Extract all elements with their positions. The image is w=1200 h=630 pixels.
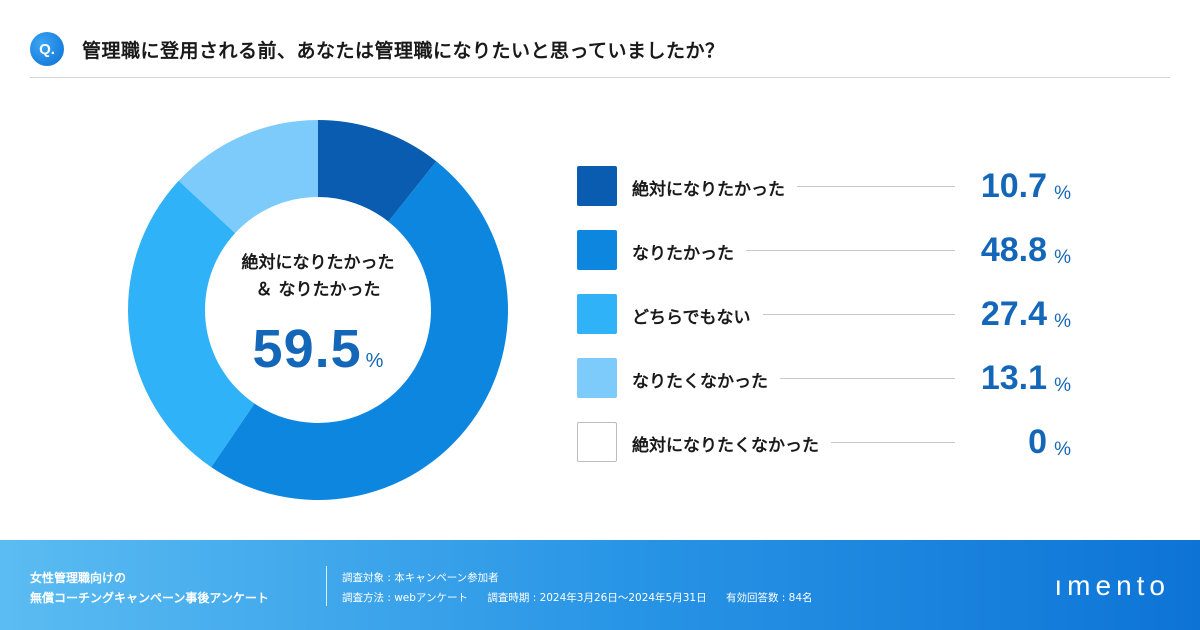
center-value: 59.5% (128, 318, 508, 380)
legend-label-5: 絶対になりたくなかった (632, 431, 831, 456)
donut-svg (128, 120, 508, 500)
legend-label-2: なりたかった (632, 239, 746, 264)
legend-swatch-4 (577, 358, 617, 398)
legend-leader-line (637, 250, 955, 251)
center-value-unit: % (365, 350, 384, 372)
legend-value-3: 27.4 (980, 295, 1047, 333)
footer-divider (326, 566, 327, 606)
legend-label-1: 絶対になりたかった (632, 175, 797, 200)
legend-label-3: どちらでもない (632, 303, 763, 328)
donut-slice-4 (178, 120, 318, 234)
legend-swatch-2 (577, 230, 617, 270)
center-label-line1: 絶対になりたかった (241, 253, 395, 273)
legend-unit-2: % (1054, 247, 1071, 268)
survey-title-line2: 無償コーチングキャンペーン事後アンケート (30, 591, 269, 605)
donut-chart (128, 120, 508, 500)
legend-row-4: なりたくなかった 13.1% (577, 358, 1077, 422)
chart-legend: 絶対になりたかった 10.7% なりたかった 48.8% どちらでもない 27.4% なりた… (577, 166, 1077, 486)
legend-unit-3: % (1054, 311, 1071, 332)
legend-value-4: 13.1 (980, 359, 1047, 397)
mento-logo: ımento (1054, 570, 1170, 601)
survey-target: 調査対象 : 本キャンペーン参加者 (342, 572, 499, 584)
legend-row-3: どちらでもない 27.4% (577, 294, 1077, 358)
legend-swatch-1 (577, 166, 617, 206)
donut-center: 絶対になりたかった ＆ なりたかった 59.5% (128, 250, 508, 380)
survey-responses: 有効回答数 : 84名 (725, 592, 813, 604)
legend-unit-1: % (1054, 183, 1071, 204)
legend-leader-line (637, 314, 955, 315)
center-label-line2: ＆ なりたかった (255, 280, 381, 300)
legend-swatch-5 (577, 422, 617, 462)
legend-value-5: 0 (1028, 423, 1047, 461)
question-badge: Q. (30, 32, 64, 66)
survey-title: 女性管理職向けの 無償コーチングキャンペーン事後アンケート (30, 568, 269, 608)
survey-details: 調査方法 : webアンケート 調査時期 : 2024年3月26日～2024年5… (342, 588, 829, 608)
question-title: 管理職に登用される前、あなたは管理職になりたいと思っていましたか？ (82, 40, 725, 62)
donut-slice-3 (128, 180, 255, 468)
legend-value-2: 48.8 (980, 231, 1047, 269)
survey-meta: 調査対象 : 本キャンペーン参加者 調査方法 : webアンケート 調査時期 :… (342, 568, 829, 608)
legend-leader-line (637, 378, 955, 379)
legend-swatch-3 (577, 294, 617, 334)
legend-row-1: 絶対になりたかった 10.7% (577, 166, 1077, 230)
survey-method: 調査方法 : webアンケート (342, 592, 469, 604)
legend-unit-4: % (1054, 375, 1071, 396)
survey-period: 調査時期 : 2024年3月26日～2024年5月31日 (487, 592, 707, 604)
donut-slice-1 (318, 120, 437, 222)
legend-row-2: なりたかった 48.8% (577, 230, 1077, 294)
question-header: Q. 管理職に登用される前、あなたは管理職になりたいと思っていましたか？ (30, 28, 1170, 78)
legend-label-4: なりたくなかった (632, 367, 780, 392)
donut-slice-2 (211, 161, 508, 500)
legend-unit-5: % (1054, 439, 1071, 460)
legend-row-5: 絶対になりたくなかった 0% (577, 422, 1077, 486)
survey-title-line1: 女性管理職向けの (30, 571, 127, 585)
center-value-number: 59.5 (252, 319, 362, 379)
footer: 女性管理職向けの 無償コーチングキャンペーン事後アンケート 調査対象 : 本キャ… (0, 540, 1200, 630)
legend-value-1: 10.7 (980, 167, 1047, 205)
